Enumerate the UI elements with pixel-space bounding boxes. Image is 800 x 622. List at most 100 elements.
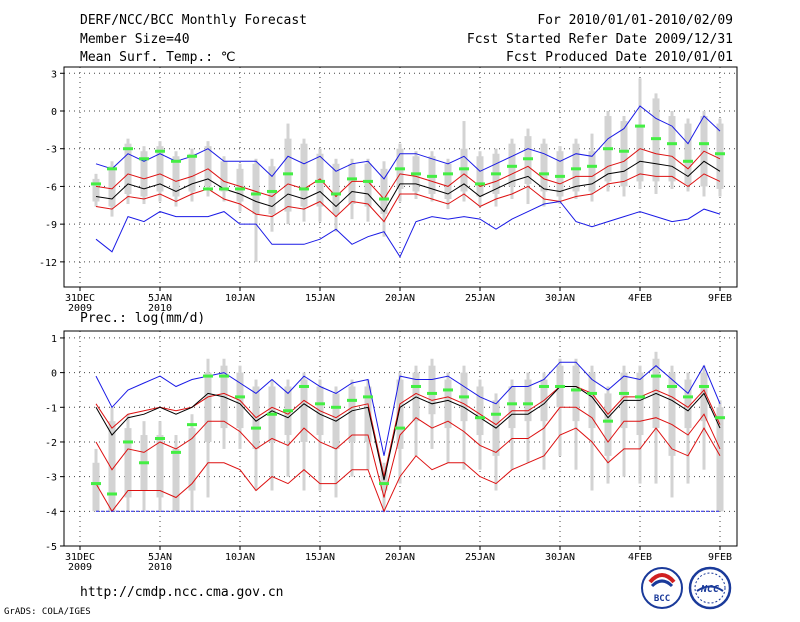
green-marker bbox=[539, 384, 549, 388]
y-tick-label: -4 bbox=[45, 507, 57, 518]
box bbox=[636, 372, 644, 436]
y-tick-label: -12 bbox=[39, 258, 57, 269]
x-tick-label: 5JAN bbox=[148, 552, 172, 563]
box bbox=[204, 372, 212, 442]
box bbox=[204, 146, 212, 187]
box bbox=[252, 163, 260, 215]
green-marker bbox=[219, 187, 229, 191]
y-tick-label: -5 bbox=[45, 542, 57, 553]
box bbox=[92, 178, 100, 202]
box bbox=[684, 123, 692, 184]
green-marker bbox=[267, 412, 277, 416]
x-tick-label: 4FEB bbox=[628, 552, 652, 563]
box bbox=[700, 372, 708, 422]
box bbox=[716, 407, 724, 512]
green-marker bbox=[251, 192, 261, 196]
box bbox=[428, 365, 436, 415]
box bbox=[300, 379, 308, 442]
green-marker bbox=[523, 402, 533, 406]
box bbox=[636, 126, 644, 182]
box bbox=[620, 121, 628, 187]
box bbox=[172, 448, 180, 512]
green-marker bbox=[571, 388, 581, 392]
box bbox=[684, 379, 692, 429]
x-tick-label: 15JAN bbox=[305, 293, 335, 304]
green-marker bbox=[267, 189, 277, 193]
box bbox=[476, 386, 484, 436]
y-tick-label: 1 bbox=[51, 334, 57, 345]
green-marker bbox=[475, 182, 485, 186]
y-tick-label: 3 bbox=[51, 69, 57, 80]
green-marker bbox=[667, 142, 677, 146]
series-line-max bbox=[95, 361, 721, 456]
green-marker bbox=[187, 154, 197, 158]
header-variable: Mean Surf. Temp.: ℃ bbox=[80, 50, 235, 65]
green-marker bbox=[363, 395, 373, 399]
green-marker bbox=[715, 152, 725, 156]
green-marker bbox=[539, 172, 549, 176]
green-marker bbox=[315, 402, 325, 406]
x-tick-label: 20JAN bbox=[385, 293, 415, 304]
x-tick-label: 5JAN bbox=[148, 293, 172, 304]
green-marker bbox=[315, 179, 325, 183]
y-tick-label: 0 bbox=[51, 107, 57, 118]
green-marker bbox=[715, 416, 725, 420]
green-marker bbox=[491, 412, 501, 416]
box bbox=[140, 151, 148, 197]
box bbox=[220, 161, 228, 192]
x-tick-label: 9FEB bbox=[708, 293, 732, 304]
green-marker bbox=[651, 374, 661, 378]
green-marker bbox=[91, 482, 101, 486]
green-marker bbox=[363, 179, 373, 183]
precip-panel-title: Prec.: log(mm/d) bbox=[80, 311, 205, 326]
green-marker bbox=[299, 384, 309, 388]
footer-credit: GrADS: COLA/IGES bbox=[4, 607, 91, 617]
green-marker bbox=[123, 440, 133, 444]
box bbox=[508, 386, 516, 429]
green-marker bbox=[347, 398, 357, 402]
green-marker bbox=[475, 416, 485, 420]
green-marker bbox=[619, 149, 629, 153]
box bbox=[188, 153, 196, 192]
green-marker bbox=[427, 174, 437, 178]
green-marker bbox=[219, 374, 229, 378]
green-marker bbox=[331, 192, 341, 196]
x-tick-label: 31DEC bbox=[65, 552, 95, 563]
series-line-max bbox=[95, 105, 721, 180]
green-marker bbox=[459, 395, 469, 399]
green-marker bbox=[603, 419, 613, 423]
green-marker bbox=[203, 187, 213, 191]
series-line-upper bbox=[95, 386, 721, 477]
green-marker bbox=[507, 164, 517, 168]
green-marker bbox=[459, 167, 469, 171]
green-marker bbox=[555, 384, 565, 388]
x-tick-label: 20JAN bbox=[385, 552, 415, 563]
series-line-upper bbox=[95, 148, 721, 200]
box bbox=[716, 123, 724, 189]
box bbox=[156, 146, 164, 192]
series-line-lower bbox=[95, 173, 721, 223]
x-tick-sublabel: 2009 bbox=[68, 303, 92, 314]
green-marker bbox=[171, 159, 181, 163]
box bbox=[332, 163, 340, 215]
box bbox=[572, 365, 580, 422]
green-marker bbox=[443, 388, 453, 392]
y-tick-label: 0 bbox=[51, 369, 57, 380]
series-line-mean bbox=[95, 160, 721, 213]
y-tick-label: -3 bbox=[45, 145, 57, 156]
box bbox=[124, 428, 132, 498]
green-marker bbox=[443, 172, 453, 176]
green-marker bbox=[395, 167, 405, 171]
box bbox=[364, 163, 372, 207]
green-marker bbox=[619, 391, 629, 395]
green-marker bbox=[635, 395, 645, 399]
green-marker bbox=[683, 395, 693, 399]
x-tick-label: 25JAN bbox=[465, 293, 495, 304]
box bbox=[476, 156, 484, 197]
green-marker bbox=[683, 159, 693, 163]
x-tick-label: 25JAN bbox=[465, 552, 495, 563]
green-marker bbox=[331, 405, 341, 409]
green-marker bbox=[667, 384, 677, 388]
